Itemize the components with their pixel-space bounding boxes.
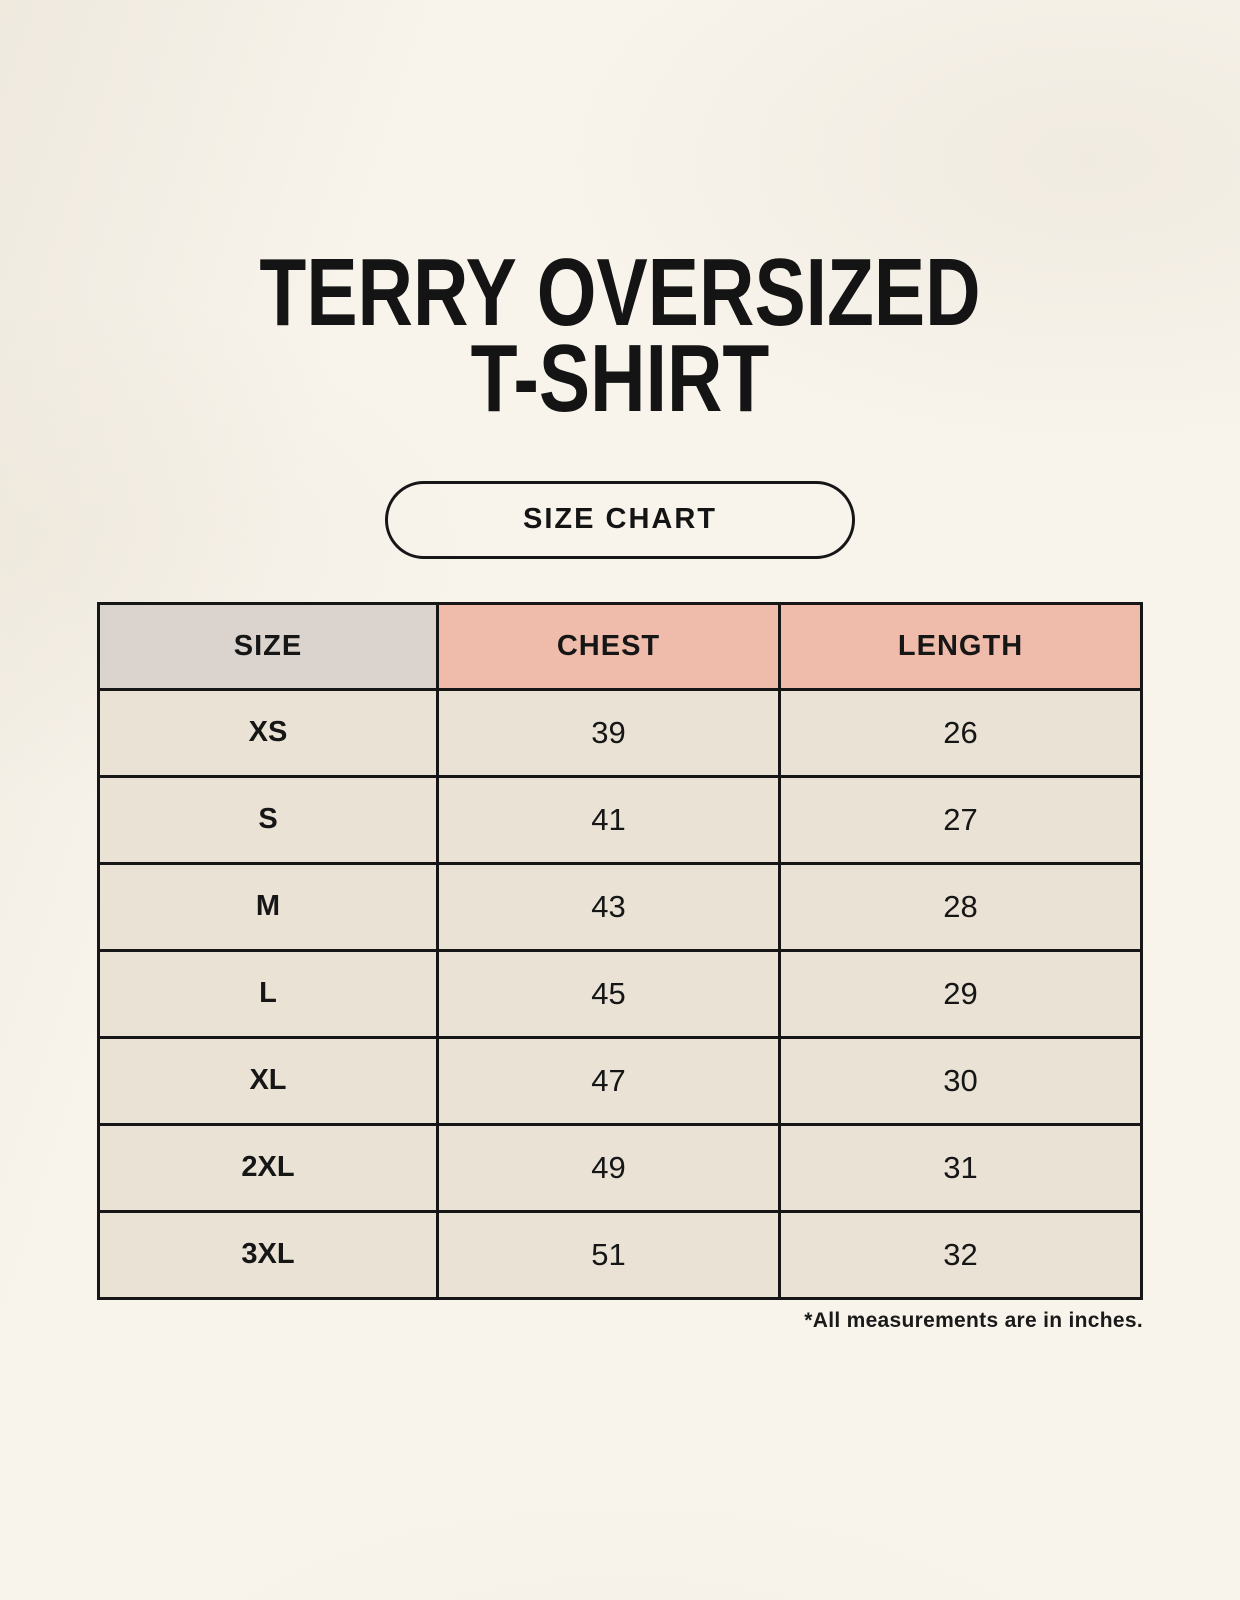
- table-row: 3XL 51 32: [97, 1209, 1143, 1300]
- size-cell: 3XL: [97, 1209, 439, 1300]
- chest-cell: 49: [435, 1122, 782, 1213]
- chest-cell: 47: [435, 1035, 782, 1126]
- column-header-chest: CHEST: [435, 601, 782, 691]
- chest-cell: 45: [435, 948, 782, 1039]
- table-row: M 43 28: [97, 861, 1143, 952]
- page-title-line-1: TERRY OVERSIZED: [259, 239, 981, 346]
- size-cell: M: [97, 861, 439, 952]
- size-cell: XL: [97, 1035, 439, 1126]
- table-row: XL 47 30: [97, 1035, 1143, 1126]
- table-row: L 45 29: [97, 948, 1143, 1039]
- chest-cell: 39: [435, 687, 782, 778]
- size-cell: XS: [97, 687, 439, 778]
- length-cell: 30: [778, 1035, 1143, 1126]
- column-header-length: LENGTH: [778, 601, 1143, 691]
- measurements-footnote: *All measurements are in inches.: [804, 1308, 1143, 1332]
- chest-cell: 51: [435, 1209, 782, 1300]
- chest-cell: 43: [435, 861, 782, 952]
- size-cell: S: [97, 774, 439, 865]
- size-chart-table: SIZE CHEST LENGTH XS 39 26 S 41 27 M 43 …: [97, 601, 1143, 1300]
- page-title-line-2: T-SHIRT: [470, 325, 770, 433]
- length-cell: 29: [778, 948, 1143, 1039]
- table-row: XS 39 26: [97, 687, 1143, 778]
- length-cell: 28: [778, 861, 1143, 952]
- chest-cell: 41: [435, 774, 782, 865]
- size-chart-badge[interactable]: SIZE CHART: [385, 480, 855, 559]
- length-cell: 32: [778, 1209, 1143, 1300]
- size-cell: L: [97, 948, 439, 1039]
- header-row: SIZE CHEST LENGTH: [97, 601, 1143, 691]
- table-row: S 41 27: [97, 774, 1143, 865]
- length-cell: 27: [778, 774, 1143, 865]
- size-cell: 2XL: [97, 1122, 439, 1213]
- column-header-size: SIZE: [97, 601, 439, 691]
- size-chart-badge-label: SIZE CHART: [523, 503, 717, 536]
- length-cell: 26: [778, 687, 1143, 778]
- length-cell: 31: [778, 1122, 1143, 1213]
- table-row: 2XL 49 31: [97, 1122, 1143, 1213]
- page-title: TERRY OVERSIZED T-SHIRT: [0, 0, 1240, 433]
